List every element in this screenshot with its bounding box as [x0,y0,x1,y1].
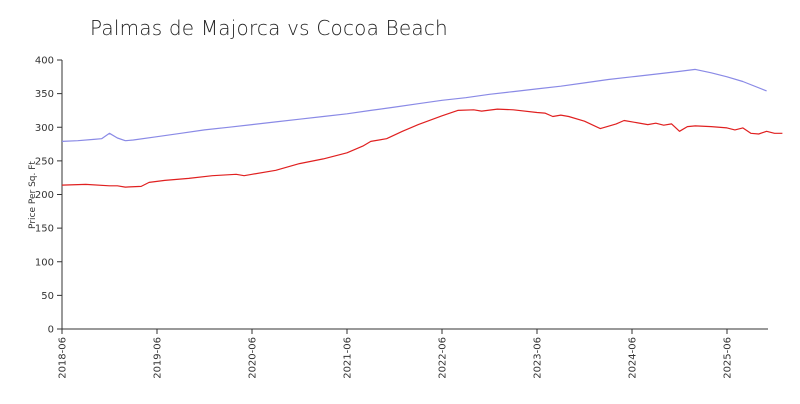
series-line-2 [61,108,783,188]
x-tick-label: 2021-06 [343,337,354,379]
y-tick-label: 50 [41,291,54,302]
x-tick-label: 2020-06 [248,337,259,379]
y-axis-title: Price Per Sq. Ft [28,161,38,229]
chart-title: Palmas de Majorca vs Cocoa Beach [90,16,448,40]
x-tick-label: 2022-06 [438,337,449,379]
y-tick-label: 250 [35,156,54,167]
x-tick-label: 2018-06 [58,337,69,379]
y-tick-label: 200 [35,190,54,201]
y-tick-label: 100 [35,257,54,268]
y-tick-label: 150 [35,224,54,235]
y-tick-label: 350 [35,89,54,100]
y-tick-label: 300 [35,123,54,134]
x-tick-label: 2019-06 [153,337,164,379]
x-tick-label: 2025-06 [723,337,734,379]
x-tick-label: 2024-06 [628,337,639,379]
y-tick-label: 0 [48,325,54,336]
series-line-1 [61,68,767,142]
x-tick-label: 2023-06 [533,337,544,379]
y-tick-label: 400 [35,56,54,67]
